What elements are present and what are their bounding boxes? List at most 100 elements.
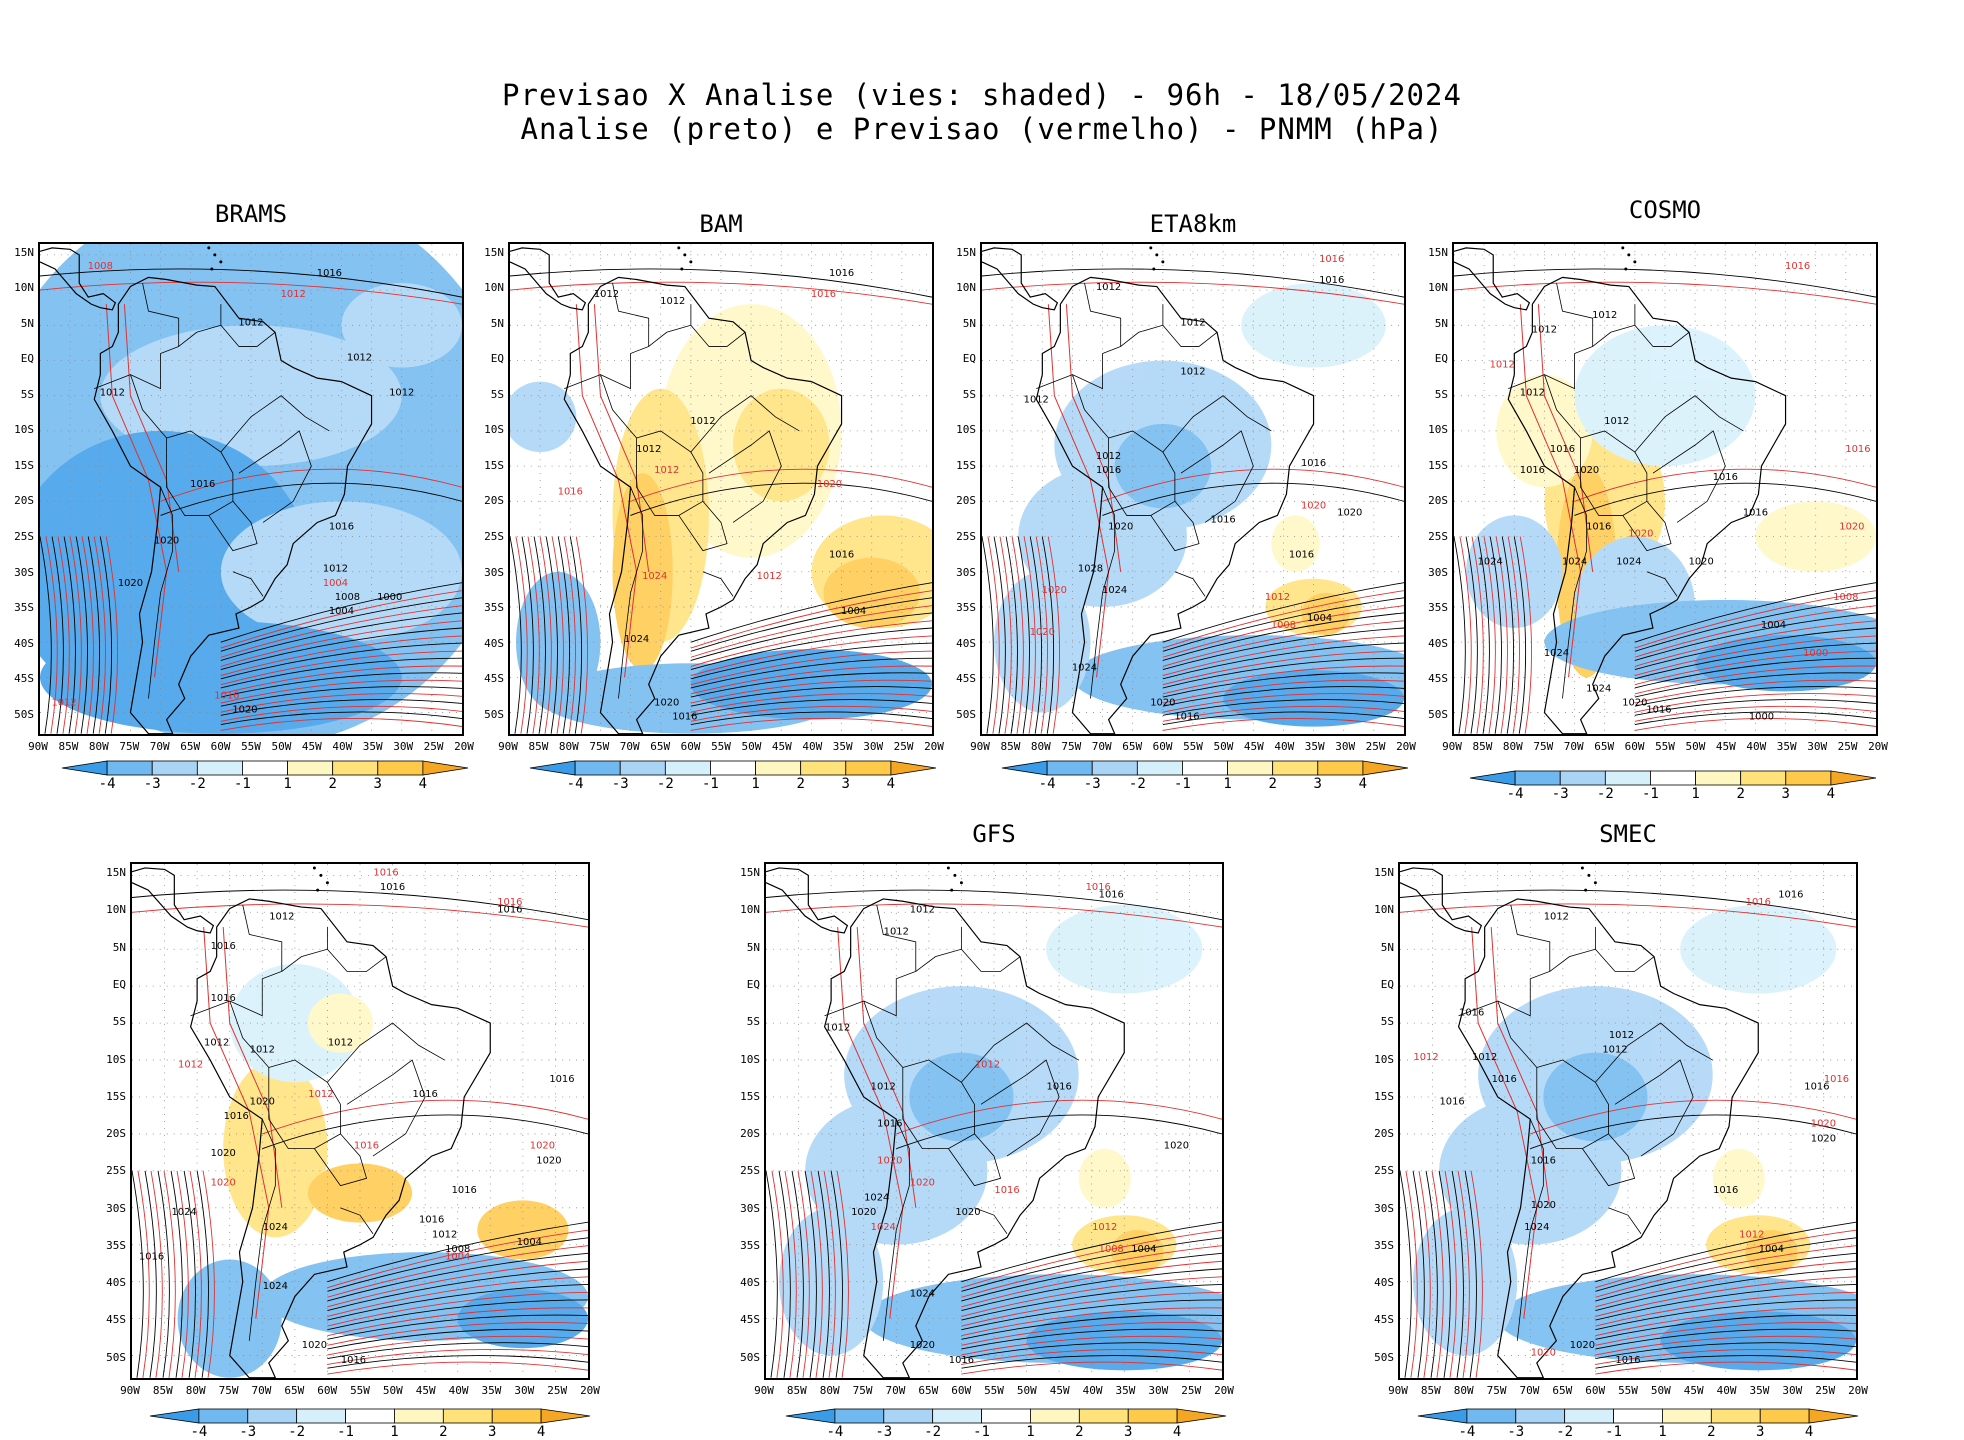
contour-label: 1004 [1761, 620, 1786, 631]
forecast-isobar [137, 1170, 150, 1378]
forecast-isobar [327, 1361, 588, 1375]
map-panel-bam: 1016 1016 1012 1012 1012 1012 1012 1016 1020 1016… [508, 242, 934, 736]
lat-tick-label: 5S [20, 387, 34, 401]
contour-label: 1016 [1845, 444, 1870, 455]
lon-tick-label: 25W [547, 1384, 568, 1397]
lat-tick-label: EQ [1434, 352, 1448, 366]
lon-tick-label: 20W [454, 740, 474, 753]
forecast-isobar [1595, 1361, 1856, 1375]
forecast-isobar [1595, 1229, 1856, 1289]
forecast-isobar [220, 605, 462, 658]
colorbar-segment [106, 760, 153, 776]
colorbar-label: 4 [886, 776, 896, 792]
country-border [1036, 374, 1109, 439]
forecast-isobar [961, 1349, 1222, 1365]
contour-label: 1000 [377, 592, 402, 603]
lat-tick-label: 10S [1374, 1052, 1394, 1066]
forecast-isobar [1405, 1170, 1418, 1378]
colorbar-label: -4 [1038, 776, 1056, 792]
analysis-isobar [1477, 536, 1490, 734]
isobars [510, 268, 932, 734]
contour-label: 1016 [329, 521, 354, 532]
forecast-isobar [961, 1276, 1222, 1317]
lon-tick-label: 90W [120, 1384, 140, 1397]
forecast-isobar [982, 281, 1404, 305]
lon-tick-label: 70W [251, 1384, 272, 1397]
colorbar-label: 4 [1804, 1424, 1814, 1440]
forecast-isobar [987, 536, 1000, 734]
country-border [1162, 395, 1272, 453]
colorbar-segment [1808, 1408, 1859, 1424]
forecast-isobar [1162, 693, 1404, 713]
forecast-isobar [563, 536, 576, 734]
lat-tick-label: 35S [956, 601, 976, 615]
analysis-isobar [40, 536, 52, 734]
lat-tick-label: 5N [20, 316, 34, 330]
contour-label: 1008 [335, 592, 360, 603]
lat-tick-label: 30S [740, 1201, 760, 1215]
lon-tick-label: 75W [589, 740, 610, 753]
analysis-isobar [132, 1170, 144, 1378]
country-border [648, 304, 692, 347]
contour-label: 1008 [1099, 1244, 1124, 1255]
lat-tick-label: 15S [106, 1089, 126, 1103]
analysis-isobar [1465, 536, 1478, 734]
contour-label: 1020 [1301, 500, 1326, 511]
colorbar-label: -4 [98, 776, 116, 792]
contour-label: 1016 [452, 1185, 477, 1196]
colorbar-segment [834, 1408, 885, 1424]
lat-tick-label: 30S [106, 1201, 126, 1215]
colorbar-segment [540, 1408, 591, 1424]
forecast-isobar [1519, 536, 1532, 734]
lon-tick-label: 35W [832, 740, 853, 753]
lat-tick-label: 5N [1380, 940, 1394, 954]
lat-tick-label: 15N [14, 245, 34, 259]
forecast-isobar [961, 1245, 1222, 1298]
colorbar-smec [1417, 1408, 1859, 1424]
forecast-isobar [690, 718, 932, 731]
lat-tick-label: 45S [956, 672, 976, 686]
contour-label: 1024 [1524, 1222, 1549, 1233]
colorbar-segment [491, 1408, 542, 1424]
lon-tick-label: 50W [271, 740, 292, 753]
map-panel-cosmo: 1016 1012 1012 1012 1012 1012 1016 1020 1016 1016… [1452, 242, 1878, 736]
lat-tick-label: 5S [1434, 387, 1448, 401]
lat-tick-label: 15N [740, 866, 760, 880]
analysis-isobar [1513, 536, 1527, 734]
country-border [690, 395, 800, 453]
country-border [248, 1118, 276, 1341]
lon-tick-label: 40W [1746, 740, 1767, 753]
country-border [1592, 304, 1636, 347]
forecast-isobar [150, 1170, 163, 1378]
forecast-isobar [220, 718, 462, 731]
analysis-isobar [1595, 1314, 1856, 1340]
contour-label: 1020 [536, 1155, 561, 1166]
contour-label: 1020 [877, 1155, 902, 1166]
bias-region [1695, 635, 1876, 692]
lon-tick-label: 90W [1442, 740, 1462, 753]
forecast-isobar [327, 1349, 588, 1365]
contour-label: 1024 [1616, 557, 1641, 568]
lon-tick-label: 40W [448, 1384, 469, 1397]
colorbar-segment [1272, 760, 1319, 776]
forecast-isobar [1634, 620, 1876, 667]
forecast-isobar [1162, 679, 1404, 704]
lat-tick-label: 15S [1374, 1089, 1394, 1103]
colorbar-label: 4 [1826, 786, 1836, 802]
forecast-isobar [220, 693, 462, 713]
lat-tick-label: 25S [1374, 1164, 1394, 1178]
country-border [340, 1207, 374, 1234]
lon-tick-label: 40W [1716, 1384, 1737, 1397]
contour-label: 1016 [419, 1215, 444, 1226]
country-border [1458, 1000, 1538, 1068]
lon-tick-label: 65W [1594, 740, 1615, 753]
contour-label: 1016 [1804, 1082, 1829, 1093]
forecast-isobar [539, 536, 552, 734]
analysis-isobar [961, 1328, 1222, 1350]
contour-label: 1020 [955, 1207, 980, 1218]
lon-tick-label: 35W [1749, 1384, 1770, 1397]
forecast-isobar [961, 1291, 1222, 1327]
contour-label: 1012 [1544, 912, 1569, 923]
contour-label: 1012 [825, 1022, 850, 1033]
lon-tick-label: 55W [1655, 740, 1675, 753]
